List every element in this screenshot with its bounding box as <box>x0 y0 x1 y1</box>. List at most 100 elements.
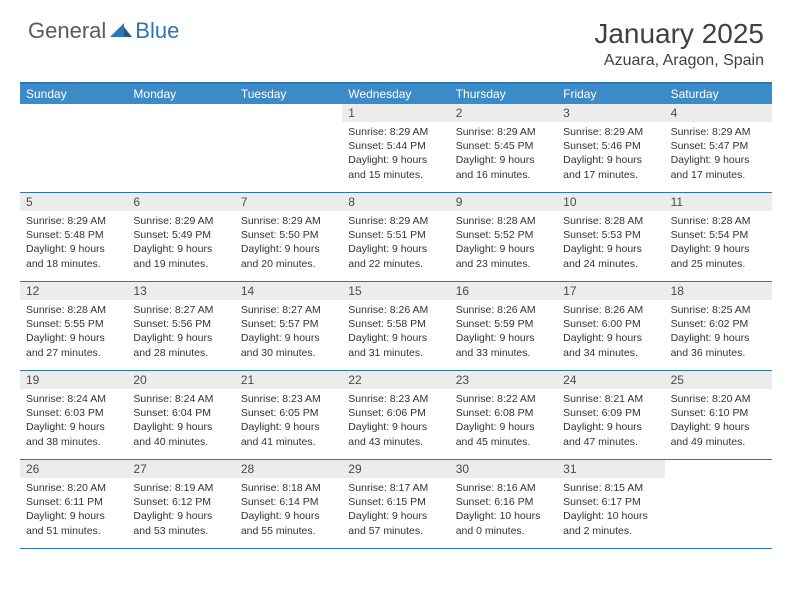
sunset-line: Sunset: 6:02 PM <box>671 317 766 331</box>
day-body: Sunrise: 8:29 AMSunset: 5:51 PMDaylight:… <box>342 211 449 275</box>
daylight-line: Daylight: 9 hours and 22 minutes. <box>348 242 443 270</box>
location: Azuara, Aragon, Spain <box>594 52 764 70</box>
sunrise-line: Sunrise: 8:16 AM <box>456 481 551 495</box>
logo: General Blue <box>28 18 179 44</box>
day-body: Sunrise: 8:29 AMSunset: 5:50 PMDaylight:… <box>235 211 342 275</box>
day-cell: 4Sunrise: 8:29 AMSunset: 5:47 PMDaylight… <box>665 104 772 192</box>
sunrise-line: Sunrise: 8:22 AM <box>456 392 551 406</box>
sunrise-line: Sunrise: 8:25 AM <box>671 303 766 317</box>
day-number: 12 <box>20 282 127 300</box>
daylight-line: Daylight: 9 hours and 36 minutes. <box>671 331 766 359</box>
sunrise-line: Sunrise: 8:29 AM <box>456 125 551 139</box>
day-cell: 29Sunrise: 8:17 AMSunset: 6:15 PMDayligh… <box>342 460 449 548</box>
day-header-thu: Thursday <box>450 84 557 104</box>
day-number: 4 <box>665 104 772 122</box>
sunset-line: Sunset: 6:10 PM <box>671 406 766 420</box>
sunrise-line: Sunrise: 8:27 AM <box>241 303 336 317</box>
day-number: 14 <box>235 282 342 300</box>
day-cell: 1Sunrise: 8:29 AMSunset: 5:44 PMDaylight… <box>342 104 449 192</box>
day-body: Sunrise: 8:29 AMSunset: 5:47 PMDaylight:… <box>665 122 772 186</box>
daylight-line: Daylight: 9 hours and 57 minutes. <box>348 509 443 537</box>
day-cell: 17Sunrise: 8:26 AMSunset: 6:00 PMDayligh… <box>557 282 664 370</box>
day-body: Sunrise: 8:24 AMSunset: 6:03 PMDaylight:… <box>20 389 127 453</box>
day-body: Sunrise: 8:26 AMSunset: 5:58 PMDaylight:… <box>342 300 449 364</box>
day-cell: 6Sunrise: 8:29 AMSunset: 5:49 PMDaylight… <box>127 193 234 281</box>
day-number: 1 <box>342 104 449 122</box>
sunrise-line: Sunrise: 8:15 AM <box>563 481 658 495</box>
day-number: 11 <box>665 193 772 211</box>
sunrise-line: Sunrise: 8:24 AM <box>26 392 121 406</box>
day-cell: 27Sunrise: 8:19 AMSunset: 6:12 PMDayligh… <box>127 460 234 548</box>
day-cell: 13Sunrise: 8:27 AMSunset: 5:56 PMDayligh… <box>127 282 234 370</box>
daylight-line: Daylight: 9 hours and 27 minutes. <box>26 331 121 359</box>
daylight-line: Daylight: 9 hours and 34 minutes. <box>563 331 658 359</box>
daylight-line: Daylight: 9 hours and 28 minutes. <box>133 331 228 359</box>
day-number <box>127 104 234 108</box>
logo-text-blue: Blue <box>135 18 179 44</box>
sunrise-line: Sunrise: 8:23 AM <box>348 392 443 406</box>
day-body: Sunrise: 8:29 AMSunset: 5:49 PMDaylight:… <box>127 211 234 275</box>
daylight-line: Daylight: 9 hours and 53 minutes. <box>133 509 228 537</box>
day-body: Sunrise: 8:28 AMSunset: 5:55 PMDaylight:… <box>20 300 127 364</box>
day-number <box>665 460 772 464</box>
day-cell <box>20 104 127 192</box>
sunrise-line: Sunrise: 8:19 AM <box>133 481 228 495</box>
day-cell <box>665 460 772 548</box>
day-cell: 11Sunrise: 8:28 AMSunset: 5:54 PMDayligh… <box>665 193 772 281</box>
day-number: 28 <box>235 460 342 478</box>
sunrise-line: Sunrise: 8:26 AM <box>563 303 658 317</box>
daylight-line: Daylight: 9 hours and 55 minutes. <box>241 509 336 537</box>
day-body: Sunrise: 8:29 AMSunset: 5:46 PMDaylight:… <box>557 122 664 186</box>
day-body: Sunrise: 8:20 AMSunset: 6:11 PMDaylight:… <box>20 478 127 542</box>
day-number: 9 <box>450 193 557 211</box>
day-cell: 28Sunrise: 8:18 AMSunset: 6:14 PMDayligh… <box>235 460 342 548</box>
day-number: 31 <box>557 460 664 478</box>
day-body: Sunrise: 8:25 AMSunset: 6:02 PMDaylight:… <box>665 300 772 364</box>
day-cell: 15Sunrise: 8:26 AMSunset: 5:58 PMDayligh… <box>342 282 449 370</box>
day-body: Sunrise: 8:28 AMSunset: 5:54 PMDaylight:… <box>665 211 772 275</box>
day-body: Sunrise: 8:27 AMSunset: 5:57 PMDaylight:… <box>235 300 342 364</box>
sunset-line: Sunset: 6:06 PM <box>348 406 443 420</box>
day-header-sun: Sunday <box>20 84 127 104</box>
day-body: Sunrise: 8:20 AMSunset: 6:10 PMDaylight:… <box>665 389 772 453</box>
daylight-line: Daylight: 9 hours and 18 minutes. <box>26 242 121 270</box>
sunrise-line: Sunrise: 8:17 AM <box>348 481 443 495</box>
day-header-tue: Tuesday <box>235 84 342 104</box>
day-number: 6 <box>127 193 234 211</box>
day-body: Sunrise: 8:26 AMSunset: 6:00 PMDaylight:… <box>557 300 664 364</box>
day-cell: 10Sunrise: 8:28 AMSunset: 5:53 PMDayligh… <box>557 193 664 281</box>
day-number: 22 <box>342 371 449 389</box>
sunset-line: Sunset: 5:46 PM <box>563 139 658 153</box>
day-header-row: Sunday Monday Tuesday Wednesday Thursday… <box>20 84 772 104</box>
sunrise-line: Sunrise: 8:23 AM <box>241 392 336 406</box>
sunset-line: Sunset: 5:51 PM <box>348 228 443 242</box>
sunset-line: Sunset: 5:44 PM <box>348 139 443 153</box>
day-number: 16 <box>450 282 557 300</box>
sunset-line: Sunset: 5:59 PM <box>456 317 551 331</box>
daylight-line: Daylight: 9 hours and 17 minutes. <box>563 153 658 181</box>
sunrise-line: Sunrise: 8:26 AM <box>348 303 443 317</box>
day-number: 21 <box>235 371 342 389</box>
day-cell: 22Sunrise: 8:23 AMSunset: 6:06 PMDayligh… <box>342 371 449 459</box>
day-body: Sunrise: 8:27 AMSunset: 5:56 PMDaylight:… <box>127 300 234 364</box>
day-body: Sunrise: 8:26 AMSunset: 5:59 PMDaylight:… <box>450 300 557 364</box>
sunset-line: Sunset: 6:16 PM <box>456 495 551 509</box>
sunrise-line: Sunrise: 8:26 AM <box>456 303 551 317</box>
day-number: 8 <box>342 193 449 211</box>
day-body: Sunrise: 8:23 AMSunset: 6:06 PMDaylight:… <box>342 389 449 453</box>
day-number: 17 <box>557 282 664 300</box>
daylight-line: Daylight: 9 hours and 15 minutes. <box>348 153 443 181</box>
day-body: Sunrise: 8:17 AMSunset: 6:15 PMDaylight:… <box>342 478 449 542</box>
sunset-line: Sunset: 6:11 PM <box>26 495 121 509</box>
day-number: 30 <box>450 460 557 478</box>
day-body: Sunrise: 8:28 AMSunset: 5:53 PMDaylight:… <box>557 211 664 275</box>
sunset-line: Sunset: 5:56 PM <box>133 317 228 331</box>
day-number <box>235 104 342 108</box>
sunset-line: Sunset: 5:58 PM <box>348 317 443 331</box>
sunrise-line: Sunrise: 8:28 AM <box>671 214 766 228</box>
day-cell <box>235 104 342 192</box>
day-number: 2 <box>450 104 557 122</box>
sunset-line: Sunset: 6:14 PM <box>241 495 336 509</box>
sunrise-line: Sunrise: 8:29 AM <box>671 125 766 139</box>
sunrise-line: Sunrise: 8:29 AM <box>241 214 336 228</box>
